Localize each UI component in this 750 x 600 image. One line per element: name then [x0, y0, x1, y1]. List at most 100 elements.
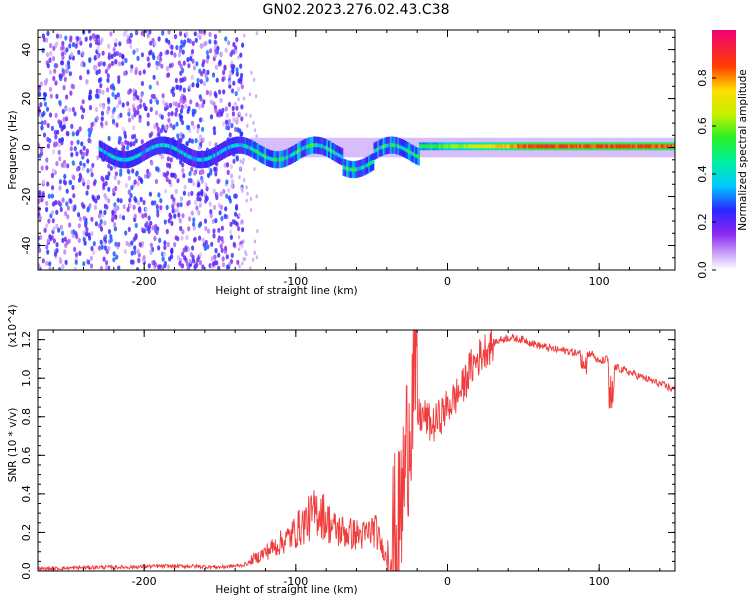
spectrogram-cell: [234, 45, 238, 51]
spectrogram-band-core: [402, 146, 406, 151]
spectrogram-band-core: [255, 149, 258, 154]
spectrogram-band-core: [111, 154, 114, 159]
spectrogram-cell: [96, 155, 100, 161]
spectrogram-cell: [161, 154, 165, 160]
spectrogram-cell: [130, 64, 134, 70]
spectrogram-band-core: [457, 144, 460, 149]
spectrogram-cell: [122, 204, 126, 210]
spectrogram-cell: [238, 111, 241, 116]
spectrogram-band-core: [497, 144, 500, 149]
x-tick-label: 100: [589, 575, 610, 588]
spectrogram-cell: [65, 130, 69, 136]
spectrogram-band-core: [582, 144, 586, 149]
spectrogram-cell: [255, 31, 259, 36]
spectrogram-cell: [58, 137, 62, 144]
spectrogram-cell: [197, 103, 201, 109]
spectrogram-cell: [74, 43, 78, 49]
spectrogram-cell: [225, 254, 229, 260]
spectrogram-cell: [94, 198, 98, 204]
spectrogram-band-core: [437, 144, 440, 149]
spectrogram-cell: [199, 78, 203, 85]
spectrogram-cell: [65, 188, 69, 194]
spectrogram-band-core: [584, 144, 588, 149]
spectrogram-cell: [64, 68, 68, 74]
spectrogram-cell: [81, 99, 85, 105]
spectrogram-band-core: [590, 144, 593, 149]
spectrogram-cell: [134, 69, 138, 75]
spectrogram-cell: [76, 36, 80, 42]
spectrogram-cell: [100, 116, 104, 122]
spectrogram-cell: [191, 245, 195, 251]
spectrogram-cell: [239, 166, 242, 171]
spectrogram-cell: [84, 220, 88, 226]
spectrogram-cell: [86, 184, 90, 190]
spectrogram-band-core: [380, 145, 384, 150]
spectrogram-cell: [89, 42, 93, 48]
spectrogram-cell: [148, 30, 152, 35]
spectrogram-cell: [48, 112, 53, 118]
spectrogram-cell: [93, 204, 97, 211]
spectrogram-band-core: [220, 149, 224, 154]
spectrogram-cell: [167, 30, 171, 35]
spectrogram-band-core: [477, 144, 480, 149]
spectrogram-cell: [160, 266, 164, 270]
spectrogram-cell: [55, 242, 59, 248]
spectrogram-cell: [232, 41, 236, 48]
spectrogram-band-core: [186, 153, 189, 158]
spectrogram-cell: [173, 213, 177, 219]
spectrogram-cell: [249, 266, 252, 270]
spectrogram-cell: [151, 260, 155, 266]
spectrogram-cell: [214, 218, 218, 224]
spectrogram-cell: [235, 105, 239, 111]
spectrogram-cell: [216, 112, 220, 118]
spectrogram-cell: [157, 36, 161, 42]
spectrogram-cell: [64, 211, 68, 217]
spectrogram-cell: [112, 106, 116, 112]
spectrogram-band-core: [508, 144, 511, 149]
spectrogram-band-core: [522, 144, 526, 149]
spectrogram-band-core: [206, 156, 209, 161]
spectrogram-band-core: [451, 144, 455, 149]
spectrogram-cell: [212, 233, 216, 239]
spectrogram-cell: [45, 37, 49, 43]
spectrogram-band-core: [127, 157, 131, 162]
spectrogram-cell: [146, 226, 150, 232]
spectrogram-cell: [179, 137, 183, 143]
spectrogram-cell: [163, 219, 167, 225]
spectrogram-cell: [239, 63, 243, 69]
spectrogram-cell: [202, 80, 206, 87]
spectrogram-band-core: [278, 157, 282, 162]
spectrogram-cell: [176, 202, 180, 208]
spectrogram-cell: [186, 57, 190, 63]
spectrogram-cell: [78, 126, 82, 132]
y-tick-label: 1.0: [20, 369, 33, 387]
y-tick-label: 0.0: [20, 562, 33, 580]
spectrogram-cell: [48, 57, 52, 64]
spectrogram-cell: [153, 200, 157, 206]
spectrogram-band-core: [196, 157, 200, 162]
spectrogram-cell: [86, 69, 90, 75]
spectrogram-cell: [48, 261, 52, 267]
spectrogram-cell: [136, 55, 140, 62]
spectrogram-cell: [66, 163, 70, 169]
spectrogram-cell: [132, 125, 136, 131]
spectrogram-band-core: [300, 147, 304, 152]
spectrogram-cell: [64, 35, 68, 41]
spectrogram-band-core: [337, 152, 340, 157]
colorbar-gradient: [712, 30, 736, 270]
spectrogram-band-core: [544, 144, 548, 149]
spectrogram-cell: [217, 252, 221, 258]
spectrogram-band-core: [530, 144, 533, 149]
spectrogram-cell: [205, 76, 209, 82]
spectrogram-cell: [166, 49, 170, 55]
spectrogram-cell: [138, 70, 142, 76]
spectrogram-band-core: [211, 154, 215, 159]
spectrogram-cell: [65, 47, 69, 53]
spectrogram-cell: [50, 210, 55, 216]
spectrogram-cell: [197, 182, 201, 188]
spectrogram-cell: [173, 173, 177, 179]
spectrogram-cell: [185, 234, 189, 241]
spectrogram-cell: [109, 31, 113, 37]
spectrogram-cell: [94, 221, 98, 227]
spectrogram-cell: [79, 75, 83, 81]
